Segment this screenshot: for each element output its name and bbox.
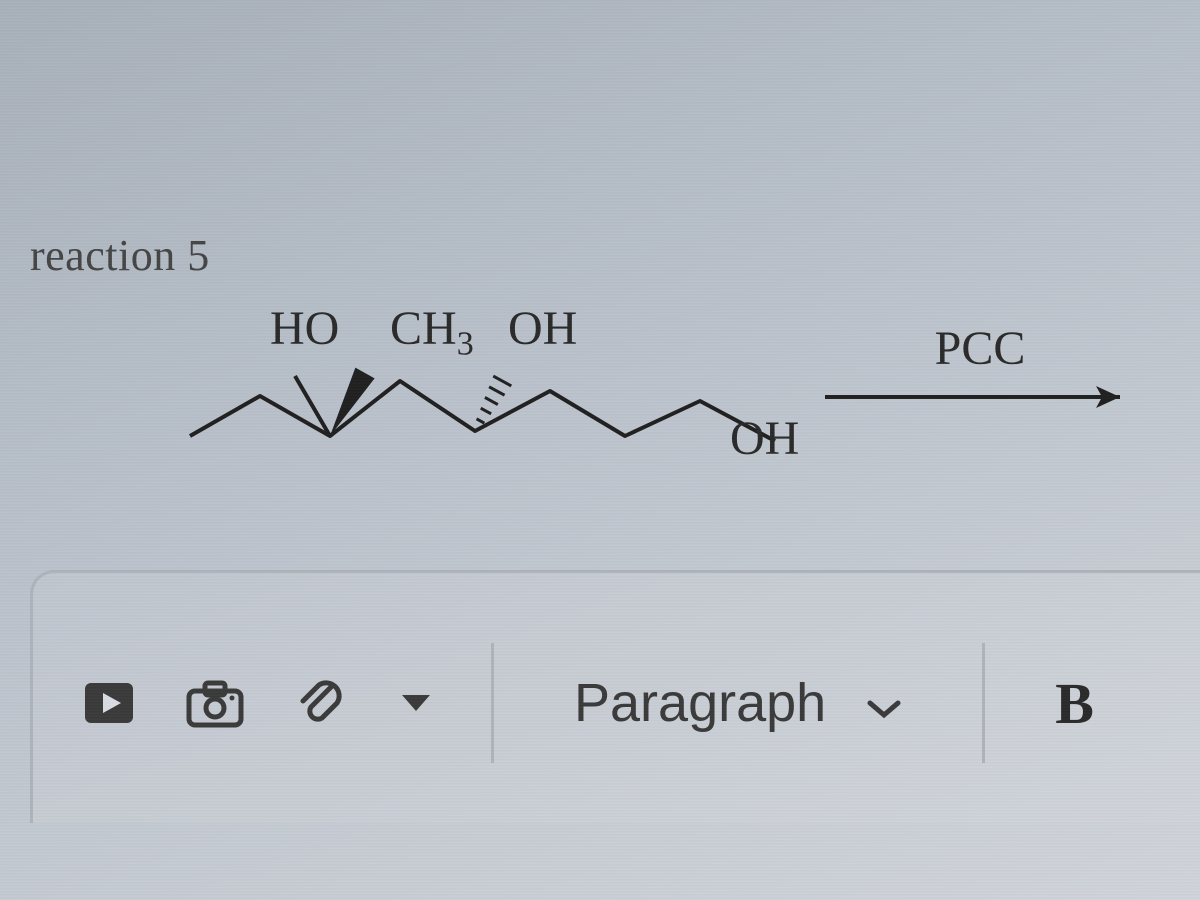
label-ho: HO bbox=[270, 301, 339, 356]
reaction-arrow-group: PCC bbox=[820, 321, 1140, 422]
molecule-diagram: HO CH3 OH OH PCC bbox=[30, 281, 1200, 501]
paragraph-style-select[interactable]: Paragraph bbox=[544, 672, 932, 734]
skeleton-structure bbox=[30, 281, 930, 501]
editor-toolbar: Paragraph B bbox=[30, 570, 1200, 823]
camera-button[interactable] bbox=[179, 667, 251, 739]
label-ch3-sub: 3 bbox=[457, 326, 474, 363]
question-content: reaction 5 HO CH3 OH OH PCC bbox=[30, 230, 1200, 501]
label-ch3-main: CH bbox=[390, 302, 457, 355]
label-ch3: CH3 bbox=[390, 301, 474, 364]
paragraph-label: Paragraph bbox=[574, 672, 826, 734]
toolbar-divider-2 bbox=[982, 643, 985, 763]
dropdown-toggle[interactable] bbox=[391, 667, 441, 739]
attachment-button[interactable] bbox=[285, 667, 357, 739]
label-oh-2: OH bbox=[730, 411, 799, 466]
toolbar-divider-1 bbox=[491, 643, 494, 763]
play-button[interactable] bbox=[73, 667, 145, 739]
chevron-down-icon bbox=[866, 672, 902, 734]
label-oh-1: OH bbox=[508, 301, 577, 356]
reaction-label: reaction 5 bbox=[30, 230, 1200, 281]
reagent-label: PCC bbox=[820, 321, 1140, 376]
reaction-arrow bbox=[820, 382, 1140, 422]
bold-button[interactable]: B bbox=[1045, 670, 1104, 737]
